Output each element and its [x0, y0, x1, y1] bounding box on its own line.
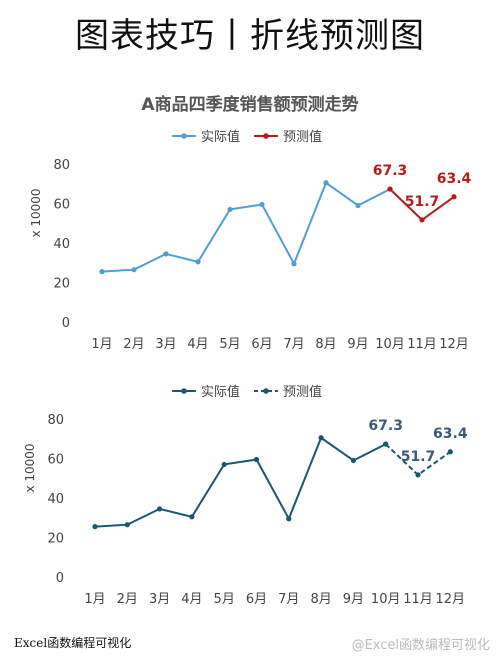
x-tick-label: 12月: [439, 337, 469, 352]
x-tick-label: 1月: [91, 337, 112, 352]
data-point: [163, 251, 169, 257]
y-tick-label: 60: [53, 198, 70, 213]
data-point: [415, 472, 421, 478]
footer-watermark: @Excel函数编程可视化: [351, 638, 490, 653]
data-point: [419, 217, 425, 223]
x-tick-label: 7月: [283, 337, 304, 352]
y-tick-label: 40: [47, 492, 64, 507]
data-point: [350, 457, 356, 464]
legend-item-forecast: 预测值: [254, 129, 322, 145]
data-point: [323, 180, 329, 186]
x-tick-label: 2月: [117, 592, 138, 607]
data-point: [221, 461, 227, 468]
footer-brand: Excel函数编程可视化: [14, 636, 132, 650]
x-tick-label: 10月: [371, 592, 401, 607]
data-point: [99, 269, 105, 275]
data-point: [451, 194, 457, 200]
legend-item-forecast: 预测值: [254, 384, 322, 400]
data-point: [318, 435, 324, 441]
data-point: [286, 516, 292, 522]
legend-item-actual: 实际值: [172, 384, 240, 400]
data-point: [387, 186, 393, 192]
x-tick-label: 11月: [407, 337, 437, 352]
x-tick-label: 7月: [278, 592, 299, 607]
data-point: [131, 267, 137, 273]
data-label: 51.7: [405, 194, 440, 210]
page-title: 图表技巧丨折线预测图: [75, 16, 425, 56]
data-point: [157, 506, 163, 512]
x-tick-label: 4月: [181, 592, 202, 607]
series-line-actual: [101, 181, 391, 273]
data-point: [253, 456, 260, 463]
data-label: 67.3: [373, 163, 408, 179]
x-tick-label: 5月: [214, 592, 235, 607]
y-tick-label: 40: [53, 237, 70, 252]
data-point: [383, 441, 389, 447]
x-tick-label: 11月: [403, 592, 433, 607]
data-point: [92, 524, 98, 530]
y-tick-label: 0: [62, 316, 70, 331]
x-tick-label: 9月: [343, 592, 364, 607]
chart-forecast-dashed: 实际值 预测值 0 20 40 60 80 x 10000 1月 2月 3月 4月 5月 6月 7月 8月 9月…: [23, 384, 468, 607]
data-label: 63.4: [433, 426, 468, 442]
x-tick-label: 8月: [310, 592, 331, 607]
series-line-actual: [94, 436, 387, 528]
x-tick-label: 10月: [375, 337, 405, 352]
x-tick-label: 6月: [251, 337, 272, 352]
x-tick-label: 2月: [123, 337, 144, 352]
data-point: [189, 514, 195, 520]
legend-label: 预测值: [283, 129, 322, 145]
data-label: 63.4: [437, 171, 472, 187]
y-tick-label: 20: [53, 277, 70, 292]
data-point: [291, 261, 297, 267]
y-axis-unit: x 10000: [23, 443, 37, 492]
x-tick-label: 3月: [149, 592, 170, 607]
legend-item-actual: 实际值: [172, 129, 240, 145]
y-axis-unit: x 10000: [29, 188, 43, 237]
chart-title: A商品四季度销售额预测走势: [141, 94, 358, 115]
data-point: [355, 202, 361, 209]
x-tick-label: 6月: [246, 592, 267, 607]
x-tick-label: 8月: [315, 337, 336, 352]
x-tick-label: 1月: [84, 592, 105, 607]
y-tick-label: 20: [47, 532, 64, 547]
data-point: [259, 201, 265, 208]
y-tick-label: 60: [47, 453, 64, 468]
data-point: [195, 259, 201, 265]
legend-label: 预测值: [283, 384, 322, 400]
x-tick-label: 9月: [347, 337, 368, 352]
y-tick-label: 80: [53, 158, 70, 173]
y-tick-label: 80: [47, 413, 64, 428]
legend-label: 实际值: [201, 384, 240, 400]
x-tick-label: 3月: [155, 337, 176, 352]
data-point: [447, 449, 453, 455]
legend-label: 实际值: [201, 129, 240, 145]
data-label: 51.7: [401, 449, 436, 465]
x-tick-label: 4月: [187, 337, 208, 352]
data-point: [227, 206, 233, 213]
data-point: [124, 522, 130, 528]
x-tick-label: 5月: [219, 337, 240, 352]
data-label: 67.3: [368, 418, 403, 434]
x-tick-label: 12月: [436, 592, 466, 607]
y-tick-label: 0: [56, 571, 64, 586]
